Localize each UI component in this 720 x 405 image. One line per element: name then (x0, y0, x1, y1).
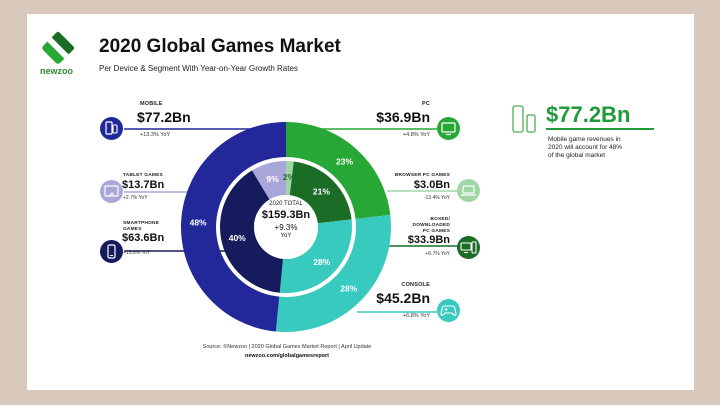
smartphone-value: $63.6Bn (122, 232, 165, 244)
pc-value: $36.9Bn (376, 109, 430, 125)
center-growth: +9.3% (274, 223, 298, 232)
console-badge (437, 299, 460, 322)
browser-badge (457, 179, 480, 202)
footer-source: Source: ©Newzoo | 2020 Global Games Mark… (202, 344, 372, 350)
outer-label-mobile: 48% (190, 218, 207, 228)
tablet-growth: +2.7% YoY (123, 195, 148, 201)
inner-label-browser-pc-games: 2% (283, 172, 296, 182)
desktop-tower-icon (460, 241, 477, 254)
mobile-value: $77.2Bn (137, 109, 191, 125)
inner-label-console: 28% (313, 257, 330, 267)
highlight-value: $77.2Bn (546, 102, 631, 127)
center-total-label: 2020 TOTAL (269, 201, 303, 207)
smartphone-badge (100, 240, 123, 263)
tablet-icon (104, 185, 119, 198)
donut-chart: 23% 28% 48% 2% 21% 28% 40% 9% (124, 122, 457, 332)
monitor-icon (441, 122, 456, 136)
browser-growth: -13.4% YoY (423, 195, 450, 201)
center-hole (254, 195, 318, 259)
newzoo-logo-icon (42, 31, 75, 64)
smartphone-label-line2: GAMES (123, 227, 142, 232)
laptop-icon (461, 185, 476, 196)
inner-label-smartphone-games: 40% (229, 233, 246, 243)
outer-label-pc: 23% (336, 156, 353, 166)
boxed-growth: +6.7% YoY (425, 251, 450, 257)
footer-url: newzoo.com/globalgamesreport (244, 353, 330, 359)
boxed-label-line1: BOXED/ (430, 217, 450, 222)
pc-label: PC (421, 101, 430, 107)
logo-text: newzoo (40, 66, 73, 76)
smartphone-label-line1: SMARTPHONE (123, 221, 160, 226)
smartphone-growth: +15.8% YoY (123, 250, 151, 256)
tablet-badge (100, 180, 123, 203)
inner-slice-tablet-games (252, 161, 286, 200)
devices-icon (512, 105, 536, 133)
center-total-value: $159.3Bn (261, 209, 311, 221)
browser-label: BROWSER PC GAMES (394, 173, 450, 178)
console-value: $45.2Bn (376, 290, 430, 306)
highlight-underline (546, 128, 654, 130)
smartphone-icon (107, 244, 116, 259)
outer-slice-mobile (180, 122, 286, 332)
inner-slice-boxed-downloaded-pc-games (289, 161, 352, 224)
console-growth: +6.8% YoY (402, 313, 430, 319)
highlight-text-line2: 2020 will account for 48% (548, 144, 623, 151)
outer-label-console: 28% (340, 284, 357, 294)
inner-slice-smartphone-games (219, 170, 283, 293)
boxed-badge (457, 236, 480, 259)
inner-label-boxed-downloaded-pc-games: 21% (313, 187, 330, 197)
console-label: CONSOLE (401, 282, 430, 288)
pc-badge (437, 117, 460, 140)
outer-slice-pc (286, 122, 391, 219)
gamepad-icon (440, 305, 457, 316)
boxed-value: $33.9Bn (407, 234, 450, 246)
mobile-growth: +13.3% YoY (140, 132, 171, 138)
tablet-label: TABLET GAMES (123, 173, 163, 178)
inner-slice-browser-pc-games (286, 161, 294, 196)
center-growth-unit: YoY (280, 233, 292, 239)
boxed-label-line2: DOWNLOADED (412, 223, 450, 228)
pc-growth: +4.8% YoY (402, 132, 430, 138)
tablet-value: $13.7Bn (122, 179, 165, 191)
browser-value: $3.0Bn (413, 179, 450, 191)
mobile-label: MOBILE (140, 101, 163, 107)
mobile-badge (100, 117, 123, 140)
highlight-text-line3: of the global market (548, 152, 606, 159)
page-subtitle: Per Device & Segment With Year-on-Year G… (99, 64, 298, 73)
outer-slice-console (275, 214, 391, 332)
slide: newzoo 2020 Global Games Market Per Devi… (27, 14, 694, 390)
boxed-label-line3: PC GAMES (422, 229, 450, 234)
phones-icon (105, 121, 118, 135)
inner-slice-console (279, 219, 353, 294)
highlight-text-line1: Mobile game revenues in (548, 136, 621, 143)
inner-label-tablet-games: 9% (267, 174, 280, 184)
page-title: 2020 Global Games Market (99, 36, 341, 57)
